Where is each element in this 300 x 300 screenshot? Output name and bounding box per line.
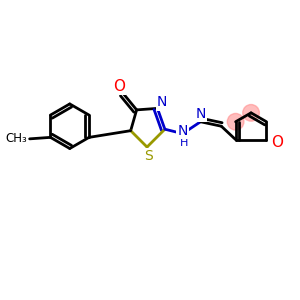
Text: S: S (144, 149, 153, 163)
Text: O: O (271, 135, 283, 150)
Text: O: O (113, 79, 125, 94)
Text: N: N (157, 95, 167, 110)
Text: CH₃: CH₃ (5, 132, 27, 146)
Circle shape (243, 104, 260, 121)
Text: H: H (180, 138, 188, 148)
Text: N: N (178, 124, 188, 138)
Circle shape (227, 113, 244, 130)
Text: N: N (195, 107, 206, 121)
